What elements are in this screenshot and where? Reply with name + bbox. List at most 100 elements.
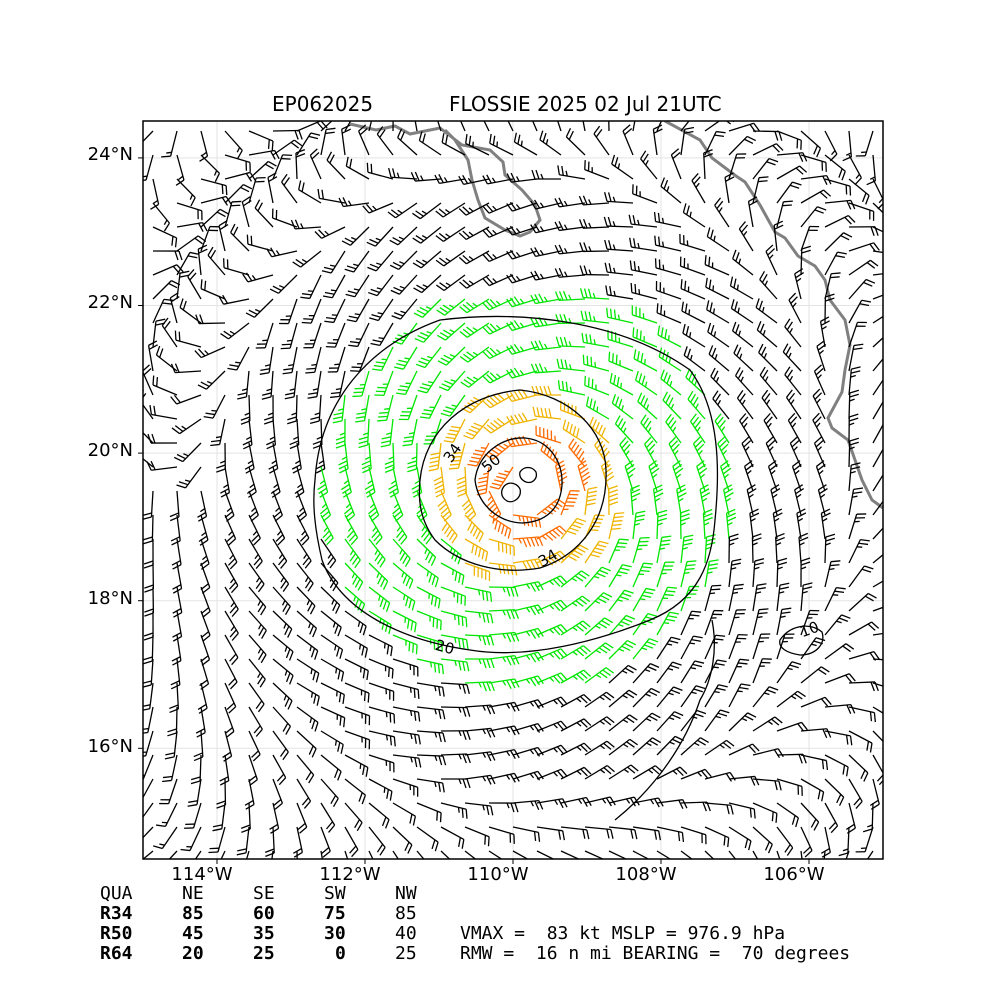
wind-barb	[176, 251, 200, 276]
wind-barb	[307, 370, 322, 399]
wind-barb	[848, 730, 873, 753]
wind-barb	[712, 390, 730, 420]
wind-barb	[584, 716, 615, 732]
wind-barb	[155, 345, 178, 372]
wind-barb	[603, 216, 634, 228]
wind-barb	[210, 418, 226, 447]
wind-barb	[152, 280, 181, 300]
wind-barb	[752, 558, 765, 588]
wind-barb	[269, 802, 280, 834]
wind-barb	[216, 442, 226, 473]
wind-barb	[506, 172, 538, 183]
wind-barb	[367, 250, 394, 272]
wind-barb	[845, 850, 850, 859]
wind-barb	[584, 765, 615, 780]
wind-barb	[872, 273, 883, 276]
wind-barb	[259, 346, 274, 375]
wind-barb	[456, 466, 467, 498]
wind-barb	[296, 634, 319, 660]
wind-barb	[248, 514, 261, 546]
wind-barb	[272, 634, 294, 661]
wind-barb	[296, 778, 312, 809]
wind-barb	[344, 514, 359, 546]
wind-barb	[848, 706, 877, 723]
wind-barb	[728, 826, 752, 851]
wind-barb	[560, 517, 587, 540]
wind-barb	[143, 490, 154, 520]
wind-barb	[690, 413, 706, 444]
wind-barb	[224, 184, 253, 204]
wind-barb	[152, 226, 178, 248]
wind-barb	[728, 850, 737, 859]
wind-barb	[309, 394, 322, 424]
wind-barb	[293, 826, 303, 858]
wind-barb	[785, 389, 802, 420]
wind-barb	[660, 369, 682, 396]
wind-barb	[224, 562, 239, 594]
wind-barb	[218, 220, 229, 252]
wind-barb	[402, 418, 418, 447]
lat-label-20n: 20°N	[87, 440, 133, 461]
table-header-qua: QUA	[100, 883, 133, 904]
r34-se: 60	[253, 903, 275, 924]
wind-barb	[776, 721, 808, 732]
wind-barb	[368, 610, 392, 635]
wind-barb	[679, 256, 706, 276]
wind-barb	[739, 413, 754, 444]
wind-barb	[536, 850, 555, 859]
wind-barb	[279, 298, 298, 325]
wind-barb	[848, 242, 880, 253]
wind-barb	[416, 538, 437, 567]
wind-barb	[152, 375, 178, 396]
wind-barb	[296, 730, 317, 758]
wind-barb	[608, 589, 634, 612]
wind-barb	[632, 765, 663, 780]
wind-barb	[776, 778, 803, 796]
wind-barb	[248, 149, 280, 160]
wind-barb	[350, 346, 370, 372]
wind-barb	[652, 124, 663, 156]
wind-barb	[237, 370, 250, 400]
contour-34kt	[418, 389, 607, 571]
wind-barb	[557, 380, 586, 396]
wind-barb	[824, 586, 846, 612]
wind-barb	[872, 706, 883, 714]
wind-barb	[758, 343, 778, 372]
wind-barb	[459, 346, 490, 363]
wind-barb	[345, 156, 370, 180]
wind-barb	[488, 701, 520, 712]
wind-barb	[584, 160, 610, 180]
wind-barb	[800, 728, 832, 739]
wind-barb	[665, 413, 682, 444]
wind-barb	[608, 121, 610, 132]
r64-nw: 25	[395, 943, 417, 964]
wind-barb	[710, 367, 730, 396]
wind-barb	[772, 508, 783, 540]
wind-barb	[440, 850, 451, 859]
wind-barb	[632, 663, 660, 684]
wind-barb	[824, 560, 841, 588]
wind-barb	[530, 247, 562, 258]
wind-barb	[305, 346, 322, 374]
wind-barb	[560, 850, 581, 859]
wind-barb	[752, 130, 783, 141]
wind-barb	[200, 610, 211, 642]
wind-barb	[589, 416, 610, 444]
wind-barb	[173, 442, 202, 463]
wind-barb	[813, 364, 826, 396]
wind-barb	[245, 298, 274, 318]
wind-barb	[506, 296, 538, 308]
wind-barb	[680, 709, 707, 732]
wind-barb	[464, 634, 495, 646]
wind-barb	[413, 274, 442, 294]
wind-barb	[776, 633, 795, 660]
wind-barb	[725, 508, 737, 540]
wind-barb	[272, 730, 289, 761]
wind-barb	[384, 442, 395, 473]
wind-barb	[272, 514, 286, 546]
wind-barb	[341, 124, 352, 156]
graticule	[143, 121, 883, 859]
wind-barb	[632, 536, 650, 564]
contour-label-34-upper: 34	[440, 440, 466, 466]
